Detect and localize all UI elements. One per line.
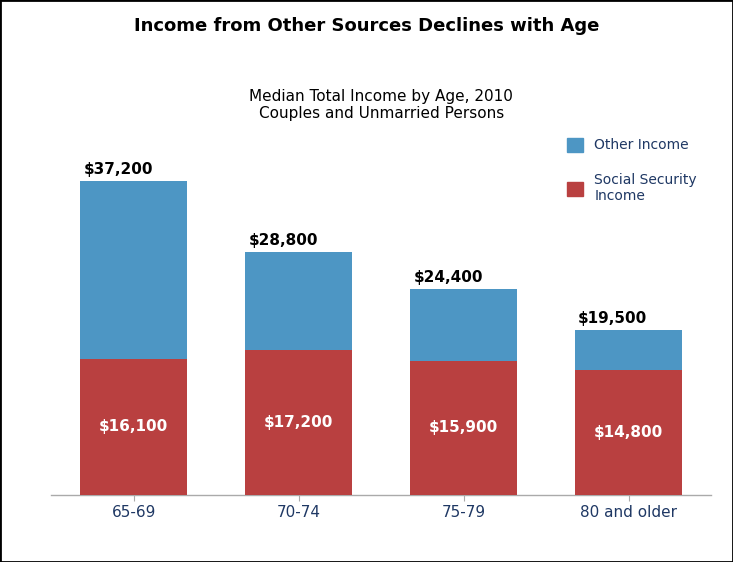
Title: Median Total Income by Age, 2010
Couples and Unmarried Persons: Median Total Income by Age, 2010 Couples… bbox=[249, 89, 513, 121]
Text: $17,200: $17,200 bbox=[264, 415, 334, 429]
Legend: Other Income, Social Security
Income: Other Income, Social Security Income bbox=[560, 130, 704, 210]
Bar bbox=[575, 370, 682, 495]
Bar bbox=[575, 330, 682, 370]
Text: $28,800: $28,800 bbox=[248, 233, 318, 248]
Text: $19,500: $19,500 bbox=[578, 311, 647, 326]
Bar bbox=[410, 361, 517, 495]
Bar bbox=[245, 252, 353, 350]
Text: $14,800: $14,800 bbox=[594, 425, 663, 439]
Text: $24,400: $24,400 bbox=[413, 270, 483, 285]
Bar bbox=[410, 289, 517, 361]
Text: $37,200: $37,200 bbox=[84, 162, 153, 177]
Bar bbox=[245, 350, 353, 495]
Text: Income from Other Sources Declines with Age: Income from Other Sources Declines with … bbox=[134, 17, 599, 35]
Bar bbox=[80, 359, 188, 495]
Text: $15,900: $15,900 bbox=[429, 420, 498, 435]
Bar bbox=[80, 181, 188, 359]
Text: $16,100: $16,100 bbox=[99, 419, 169, 434]
